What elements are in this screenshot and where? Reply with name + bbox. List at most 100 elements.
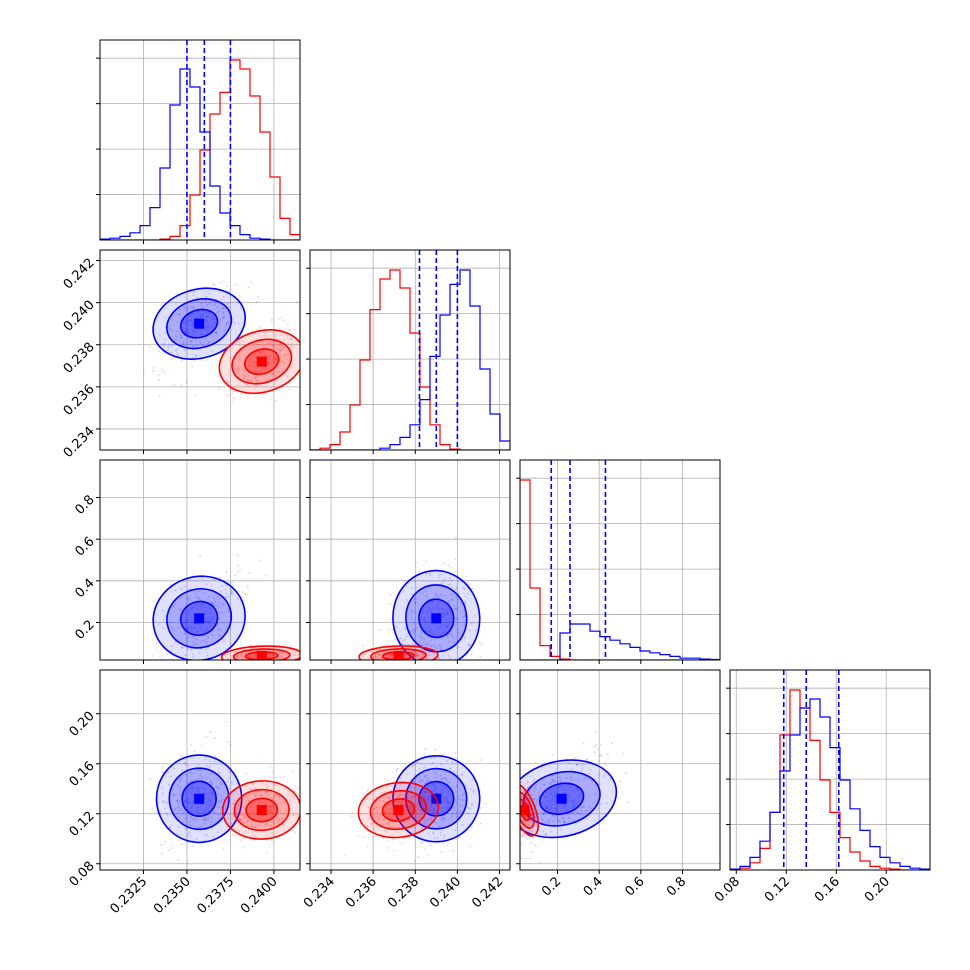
scatter-point bbox=[551, 798, 554, 801]
scatter-point bbox=[243, 655, 246, 658]
scatter-point bbox=[271, 832, 274, 835]
scatter-point bbox=[439, 763, 442, 766]
y-tick-label: 0.242 bbox=[61, 256, 98, 293]
scatter-point bbox=[252, 662, 254, 664]
scatter-point bbox=[370, 822, 373, 825]
scatter-point bbox=[218, 801, 221, 804]
scatter-point bbox=[182, 343, 185, 345]
scatter-point bbox=[440, 819, 443, 822]
scatter-point bbox=[180, 384, 183, 387]
scatter-point bbox=[390, 816, 393, 819]
scatter-point bbox=[252, 355, 255, 357]
scatter-point bbox=[203, 822, 206, 825]
x-tick-label: 0.236 bbox=[343, 874, 380, 911]
scatter-point bbox=[411, 642, 414, 645]
scatter-point bbox=[432, 831, 435, 834]
scatter-point bbox=[242, 796, 245, 799]
scatter-point bbox=[568, 795, 571, 798]
scatter-point bbox=[269, 805, 272, 808]
scatter-point bbox=[241, 839, 244, 842]
scatter-point bbox=[576, 787, 579, 790]
scatter-point bbox=[217, 831, 220, 834]
scatter-point bbox=[169, 826, 172, 829]
scatter-point bbox=[446, 800, 449, 803]
scatter-point bbox=[290, 338, 293, 341]
scatter-point bbox=[200, 744, 203, 747]
scatter-point bbox=[438, 627, 441, 630]
scatter-point bbox=[430, 804, 433, 807]
scatter-point bbox=[275, 822, 278, 824]
scatter-point bbox=[568, 799, 571, 802]
scatter-point bbox=[164, 801, 167, 803]
scatter-point bbox=[207, 341, 210, 344]
scatter-point bbox=[421, 655, 424, 658]
scatter-point bbox=[269, 653, 272, 656]
scatter-point bbox=[169, 351, 172, 354]
scatter-point bbox=[287, 352, 290, 355]
scatter-point bbox=[257, 822, 260, 825]
scatter-point bbox=[247, 397, 249, 399]
scatter-point bbox=[403, 628, 406, 630]
scatter-point bbox=[184, 331, 187, 334]
scatter-point bbox=[256, 790, 259, 793]
scatter-point bbox=[470, 807, 473, 810]
scatter-point bbox=[257, 343, 260, 346]
scatter-point bbox=[208, 326, 211, 328]
scatter-point bbox=[278, 657, 281, 660]
scatter-point bbox=[584, 777, 587, 780]
scatter-point bbox=[293, 831, 296, 834]
scatter-point bbox=[405, 635, 408, 638]
scatter-point bbox=[393, 800, 396, 803]
scatter-point bbox=[278, 798, 281, 801]
scatter-point bbox=[530, 814, 533, 817]
scatter-point bbox=[272, 822, 275, 825]
scatter-point bbox=[403, 655, 406, 658]
scatter-point bbox=[278, 371, 281, 373]
scatter-point bbox=[436, 603, 439, 606]
scatter-point bbox=[181, 843, 184, 845]
scatter-point bbox=[381, 662, 383, 664]
scatter-point bbox=[598, 807, 601, 809]
scatter-point bbox=[415, 819, 418, 822]
scatter-point bbox=[554, 796, 557, 799]
scatter-point bbox=[214, 737, 217, 740]
scatter-point bbox=[530, 784, 533, 787]
scatter-point bbox=[517, 800, 519, 802]
scatter-point bbox=[237, 355, 240, 358]
scatter-point bbox=[415, 652, 418, 655]
x-tick-label: 0.6 bbox=[622, 874, 647, 899]
scatter-point bbox=[377, 654, 380, 657]
scatter-point bbox=[266, 653, 269, 656]
scatter-point bbox=[526, 837, 529, 840]
scatter-point bbox=[270, 664, 272, 666]
scatter-point bbox=[428, 597, 431, 600]
scatter-point bbox=[191, 802, 194, 805]
scatter-point bbox=[460, 794, 463, 797]
scatter-point bbox=[268, 655, 271, 658]
scatter-point bbox=[174, 641, 177, 644]
scatter-point bbox=[473, 614, 476, 617]
scatter-point bbox=[550, 792, 552, 795]
scatter-point bbox=[274, 653, 277, 656]
scatter-point bbox=[172, 793, 175, 796]
scatter-point bbox=[211, 349, 214, 351]
scatter-point bbox=[258, 351, 261, 354]
scatter-point bbox=[440, 789, 443, 792]
scatter-point bbox=[385, 665, 387, 667]
scatter-point bbox=[221, 585, 223, 588]
y-tick-label: 0.6 bbox=[72, 534, 97, 559]
histogram-red bbox=[100, 59, 300, 240]
scatter-point bbox=[254, 794, 257, 797]
scatter-point bbox=[538, 861, 541, 864]
scatter-point bbox=[407, 807, 410, 810]
scatter-point bbox=[237, 369, 240, 371]
scatter-point bbox=[188, 613, 191, 615]
scatter-point bbox=[376, 809, 379, 812]
scatter-point bbox=[403, 804, 405, 807]
scatter-point bbox=[246, 594, 248, 596]
scatter-point bbox=[523, 797, 526, 800]
scatter-point bbox=[223, 839, 226, 842]
scatter-point bbox=[412, 673, 414, 675]
scatter-point bbox=[174, 303, 177, 305]
scatter-point bbox=[174, 808, 177, 810]
